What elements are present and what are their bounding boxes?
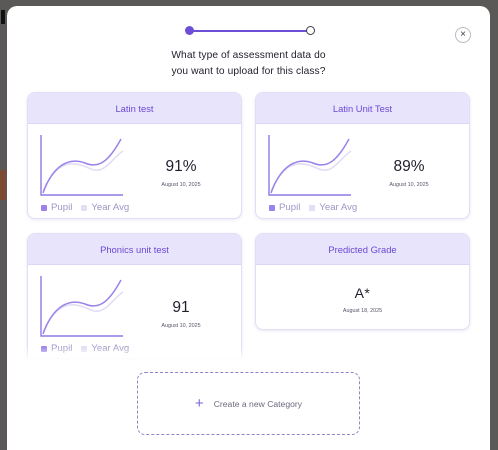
plus-icon: + [194,395,204,412]
background-element [0,170,6,200]
card-title: Phonics unit test [28,234,241,265]
assessment-card-phonics-unit-test[interactable]: Phonics unit test 91 August 10, 2025 Pup… [27,233,242,358]
legend-year-avg: Year Avg [319,202,358,213]
close-button[interactable]: × [455,27,471,43]
card-title: Latin Unit Test [256,93,469,124]
question-line-1: What type of assessment data do [171,50,326,61]
scroll-fade [7,346,490,362]
assessment-card-latin-unit-test[interactable]: Latin Unit Test 89% August 10, 2025 Pupi… [255,92,470,219]
background-element [1,10,5,24]
score-date: August 10, 2025 [161,182,201,188]
create-category-button[interactable]: + Create a new Category [137,372,360,435]
line-chart-icon [268,135,352,196]
year-avg-swatch [309,204,316,211]
grade-value: A* [354,285,371,301]
legend-pupil: Pupil [51,202,73,213]
assessment-card-predicted-grade[interactable]: Predicted Grade A* August 18, 2025 [255,233,470,330]
stepper [185,26,315,36]
line-chart-icon [40,135,124,196]
grade-date: August 18, 2025 [342,308,383,314]
year-avg-swatch [81,204,88,211]
card-title: Predicted Grade [256,234,469,265]
chart-legend: Pupil Year Avg [41,202,129,213]
score-value: 91% [165,158,197,175]
score-value: 89% [393,158,425,175]
close-icon: × [460,29,466,40]
line-chart-icon [40,276,124,337]
chart-legend: Pupil Year Avg [269,202,357,213]
score-date: August 10, 2025 [389,182,429,188]
score-date: August 10, 2025 [161,323,201,329]
legend-pupil: Pupil [279,202,301,213]
legend-year-avg: Year Avg [91,202,130,213]
stepper-step-2 [306,26,315,35]
card-title: Latin test [28,93,241,124]
assessment-card-latin-test[interactable]: Latin test 91% August 10, 2025 Pupil Yea… [27,92,242,219]
create-category-label: Create a new Category [213,398,303,409]
assessment-type-modal: × What type of assessment data do you wa… [7,6,490,450]
question-line-2: you want to upload for this class? [171,66,326,77]
stepper-line [191,30,307,32]
pupil-swatch [41,204,47,211]
modal-question: What type of assessment data do you want… [7,48,490,80]
score-value: 91 [172,299,190,316]
pupil-swatch [269,204,275,211]
stepper-step-1-active [185,26,194,35]
